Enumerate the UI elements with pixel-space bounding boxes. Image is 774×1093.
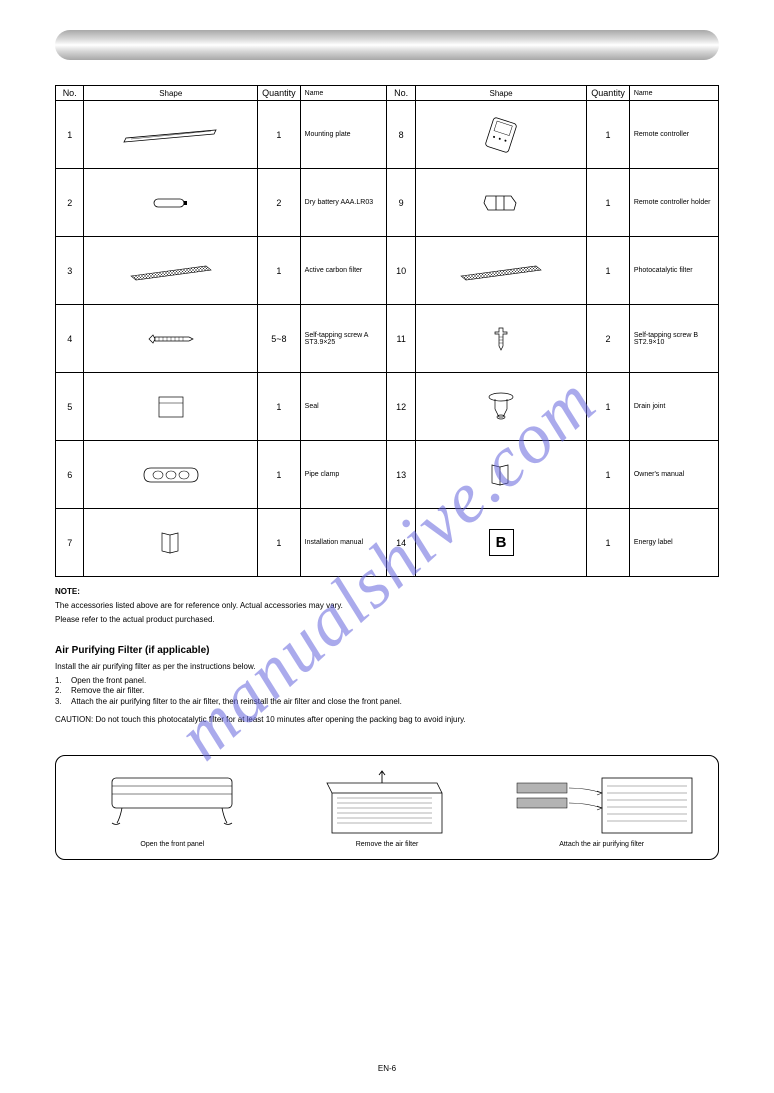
hdr-name: Name (300, 86, 387, 101)
page-number: EN-6 (0, 1064, 774, 1073)
cell-qty: 5~8 (258, 305, 301, 373)
hdr-no: No. (56, 86, 84, 101)
cell-no: 2 (56, 169, 84, 237)
note-heading: NOTE: (55, 587, 719, 597)
cell-name: Active carbon filter (300, 237, 387, 305)
hdr-name2: Name (629, 86, 718, 101)
hdr-shape2: Shape (415, 86, 586, 101)
diagram-open-panel: Open the front panel (70, 768, 275, 848)
cell-qty: 1 (587, 509, 630, 577)
battery-icon (84, 169, 258, 237)
hdr-no2: No. (387, 86, 415, 101)
diagram-attach-filter: Attach the air purifying filter (499, 768, 704, 848)
cell-no: 3 (56, 237, 84, 305)
cell-no: 7 (56, 509, 84, 577)
cell-qty: 2 (587, 305, 630, 373)
cell-no: 5 (56, 373, 84, 441)
cell-no: 11 (387, 305, 415, 373)
cell-name: Seal (300, 373, 387, 441)
cell-qty: 1 (587, 237, 630, 305)
remote-holder-icon (415, 169, 586, 237)
cell-name: Remote controller holder (629, 169, 718, 237)
photocatalytic-filter-icon (415, 237, 586, 305)
cell-qty: 1 (258, 441, 301, 509)
filter-section-title: Air Purifying Filter (if applicable) (55, 645, 719, 656)
cell-no: 4 (56, 305, 84, 373)
cell-qty: 1 (258, 101, 301, 169)
cell-no: 14 (387, 509, 415, 577)
cell-qty: 1 (258, 237, 301, 305)
cell-no: 8 (387, 101, 415, 169)
pipe-clamp-icon (84, 441, 258, 509)
energy-label-icon: B (415, 509, 586, 577)
cell-qty: 1 (587, 441, 630, 509)
cell-no: 13 (387, 441, 415, 509)
cell-name: Installation manual (300, 509, 387, 577)
cell-qty: 1 (258, 373, 301, 441)
cell-qty: 1 (587, 373, 630, 441)
mounting-plate-icon (84, 101, 258, 169)
cell-qty: 1 (258, 509, 301, 577)
cell-name: Dry battery AAA.LR03 (300, 169, 387, 237)
screw-b-icon (415, 305, 586, 373)
cell-name: Drain joint (629, 373, 718, 441)
diagram-remove-filter: Remove the air filter (285, 768, 490, 848)
cell-qty: 1 (587, 169, 630, 237)
cell-no: 9 (387, 169, 415, 237)
seal-icon (84, 373, 258, 441)
hdr-qty: Quantity (258, 86, 301, 101)
header-bar (55, 30, 719, 60)
hdr-shape: Shape (84, 86, 258, 101)
owners-manual-icon (415, 441, 586, 509)
screw-a-icon (84, 305, 258, 373)
cell-name: Self-tapping screw B ST2.9×10 (629, 305, 718, 373)
cell-qty: 2 (258, 169, 301, 237)
cell-name: Remote controller (629, 101, 718, 169)
cell-no: 1 (56, 101, 84, 169)
cell-no: 10 (387, 237, 415, 305)
cell-name: Self-tapping screw A ST3.9×25 (300, 305, 387, 373)
cell-no: 12 (387, 373, 415, 441)
accessories-table: No. Shape Quantity Name No. Shape Quanti… (55, 85, 719, 577)
cell-qty: 1 (587, 101, 630, 169)
install-manual-icon (84, 509, 258, 577)
remote-controller-icon (415, 101, 586, 169)
cell-no: 6 (56, 441, 84, 509)
cell-name: Photocatalytic filter (629, 237, 718, 305)
filter-diagram-box: Open the front panel Remove the air filt… (55, 755, 719, 860)
filter-steps: 1.Open the front panel. 2.Remove the air… (55, 676, 719, 707)
cell-name: Energy label (629, 509, 718, 577)
cell-name: Pipe clamp (300, 441, 387, 509)
drain-joint-icon (415, 373, 586, 441)
filter-caution: CAUTION: Do not touch this photocatalyti… (55, 715, 719, 725)
filter-intro: Install the air purifying filter as per … (55, 662, 719, 672)
hdr-qty2: Quantity (587, 86, 630, 101)
cell-name: Owner's manual (629, 441, 718, 509)
note-item: Please refer to the actual product purch… (55, 615, 719, 625)
cell-name: Mounting plate (300, 101, 387, 169)
carbon-filter-icon (84, 237, 258, 305)
note-item: The accessories listed above are for ref… (55, 601, 719, 611)
